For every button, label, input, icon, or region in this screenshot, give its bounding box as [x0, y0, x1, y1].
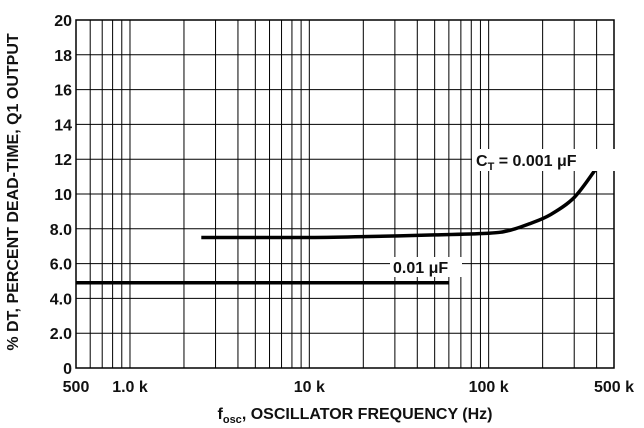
series-labels: CT = 0.001 μF 0.01 μF	[390, 149, 620, 277]
x-axis-title: fosc, OSCILLATOR FREQUENCY (Hz)	[218, 406, 493, 426]
y-tick-label: 18	[54, 48, 72, 65]
series-label-ct-sub: T	[488, 161, 495, 173]
x-tick-label: 100 k	[469, 379, 509, 396]
chart-grid	[75, 19, 615, 369]
x-tick-label: 500 k	[594, 379, 634, 396]
series-line-0	[201, 166, 599, 240]
y-tick-label: 14	[54, 117, 72, 134]
series-label-ct-0001: CT = 0.001 μF	[472, 149, 620, 173]
x-tick-label: 500	[63, 379, 90, 396]
y-axis-title: % DT, PERCENT DEAD-TIME, Q1 OUTPUT	[5, 33, 22, 351]
svg-text:CT = 0.001 μF: CT = 0.001 μF	[476, 153, 577, 173]
y-tick-label: 8.0	[50, 222, 72, 239]
x-tick-label: 1.0 k	[112, 379, 148, 396]
y-tick-label: 2.0	[50, 326, 72, 343]
x-tick-label: 10 k	[294, 379, 325, 396]
y-tick-label: 12	[54, 152, 72, 169]
y-tick-label: 6.0	[50, 257, 72, 274]
chart-curves	[76, 166, 599, 285]
y-tick-label: 4.0	[50, 291, 72, 308]
y-tick-label: 10	[54, 187, 72, 204]
series-label-001: 0.01 μF	[390, 257, 462, 277]
y-tick-label: 0	[63, 361, 72, 378]
y-axis-ticks: 0 2.0 4.0 6.0 8.0 10 12 14 16 18 20	[50, 13, 72, 378]
series-label-ct-main: C	[476, 153, 488, 170]
series-label-ct-rest: = 0.001 μF	[494, 153, 577, 170]
x-axis-ticks: 500 1.0 k 10 k 100 k 500 k	[63, 379, 634, 396]
y-tick-label: 20	[54, 13, 72, 30]
y-tick-label: 16	[54, 83, 72, 100]
plot-frame	[75, 19, 615, 369]
series-label-001-text: 0.01 μF	[393, 260, 448, 277]
